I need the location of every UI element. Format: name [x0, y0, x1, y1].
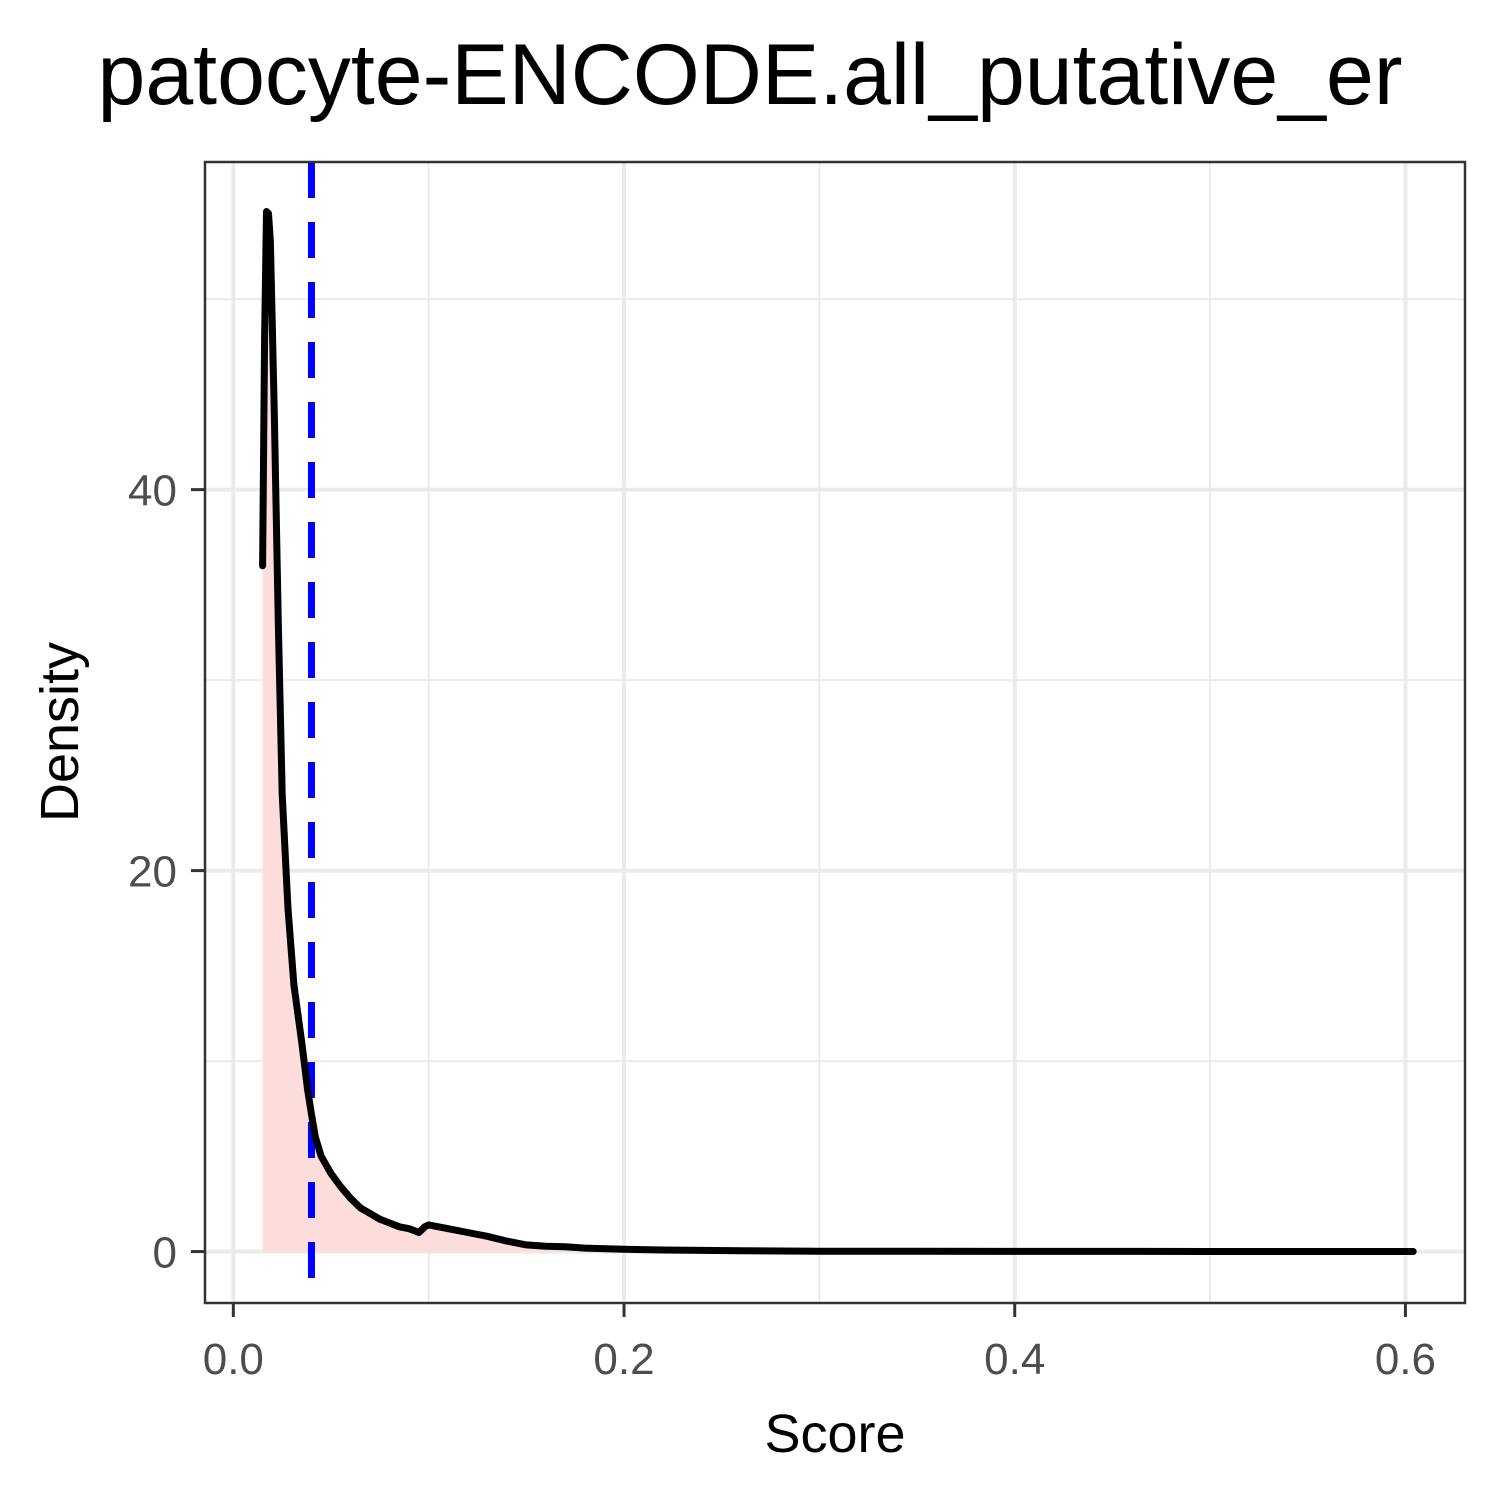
- y-tick-label: 0: [153, 1229, 177, 1278]
- y-tick-label: 40: [128, 467, 177, 516]
- x-axis-title: Score: [764, 1404, 905, 1464]
- x-tick-label: 0.6: [1375, 1335, 1436, 1384]
- chart-title: patocyte-ENCODE.all_putative_er: [98, 27, 1403, 123]
- x-tick-label: 0.4: [984, 1335, 1045, 1384]
- x-tick-label: 0.0: [203, 1335, 264, 1384]
- plot-panel-background: [205, 162, 1465, 1303]
- y-tick-label: 20: [128, 848, 177, 897]
- x-tick-label: 0.2: [593, 1335, 654, 1384]
- y-axis-title: Density: [30, 642, 90, 822]
